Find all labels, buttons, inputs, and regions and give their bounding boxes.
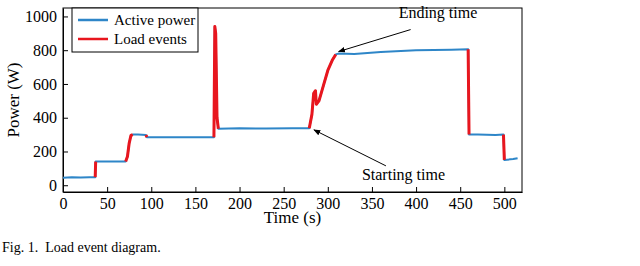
y-axis: 0 200 400 600 800 1000 (25, 8, 68, 194)
x-tick-label: 100 (140, 195, 164, 212)
annotation-arrow (339, 30, 411, 52)
caption: Fig. 1. Load event diagram. (2, 240, 161, 255)
x-tick-label: 350 (360, 195, 384, 212)
x-tick: 100 (140, 187, 164, 212)
x-tick-mark (416, 187, 417, 192)
legend-swatch (78, 19, 108, 22)
x-tick-mark (460, 187, 461, 192)
legend-swatch (78, 38, 108, 41)
y-tick-mark (63, 185, 68, 186)
legend-box (72, 8, 198, 52)
y-tick: 0 (49, 177, 68, 194)
x-tick-mark (195, 187, 196, 192)
annotation: Ending time (399, 4, 478, 22)
annotation-arrow (314, 130, 386, 166)
x-tick-label: 400 (405, 195, 429, 212)
y-tick-label: 600 (33, 76, 57, 93)
x-tick-label: 50 (100, 195, 116, 212)
x-tick-mark (284, 187, 285, 192)
legend: Active power Load events (72, 8, 198, 52)
x-tick-label: 150 (184, 195, 208, 212)
x-tick: 450 (449, 187, 473, 212)
x-tick-mark (504, 187, 505, 192)
x-tick: 200 (228, 187, 252, 212)
y-tick-label: 800 (33, 42, 57, 59)
plot: 0501001502002503003504004505000200400600… (25, 4, 523, 213)
plot-frame (63, 8, 522, 192)
legend-label: Load events (114, 31, 187, 47)
y-tick-label: 200 (33, 143, 57, 160)
x-tick: 500 (493, 187, 517, 212)
y-tick-mark (63, 118, 68, 119)
x-tick: 150 (184, 187, 208, 212)
legend-label: Active power (114, 12, 195, 28)
y-tick-mark (63, 151, 68, 152)
x-tick-mark (240, 187, 241, 192)
y-tick-mark (63, 50, 68, 51)
x-tick-label: 450 (449, 195, 473, 212)
annotation: Starting time (362, 166, 445, 184)
y-tick: 1000 (25, 8, 68, 25)
x-tick-mark (372, 187, 373, 192)
y-tick-label: 0 (49, 177, 57, 194)
y-axis-title: Power (W) (4, 62, 23, 137)
x-tick: 400 (405, 187, 429, 212)
x-tick: 350 (360, 187, 384, 212)
x-axis-title: Time (s) (264, 208, 321, 227)
chart: 0501001502002503003504004505000200400600… (0, 0, 640, 266)
x-tick-mark (328, 187, 329, 192)
y-tick-mark (63, 84, 68, 85)
x-tick-label: 500 (493, 195, 517, 212)
x-tick-mark (151, 187, 152, 192)
y-tick-label: 400 (33, 109, 57, 126)
y-tick-mark (63, 16, 68, 17)
x-tick: 50 (100, 187, 116, 212)
y-tick-label: 1000 (25, 8, 57, 25)
x-tick-mark (107, 187, 108, 192)
x-tick-label: 200 (228, 195, 252, 212)
x-tick-label: 0 (60, 195, 68, 212)
